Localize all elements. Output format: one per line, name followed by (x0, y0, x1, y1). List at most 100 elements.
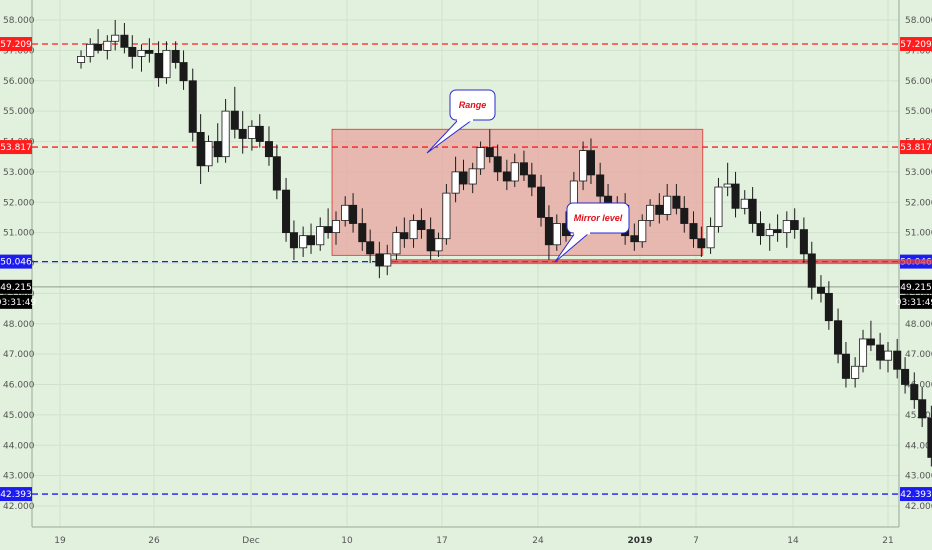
candle-down (502, 171, 511, 182)
y-tick-label-left: 49.000 (3, 289, 35, 299)
x-tick-label: 10 (341, 536, 353, 546)
candle-down (834, 320, 843, 355)
candle-down (910, 384, 919, 401)
candle-down (179, 62, 188, 82)
candle-up (103, 40, 112, 51)
callout-label: Mirror level (574, 213, 623, 223)
y-tick-label-left: 43.000 (3, 472, 35, 482)
range-box[interactable] (331, 128, 704, 256)
candle-down (459, 171, 468, 185)
candle-up (204, 141, 213, 167)
level-label-left: 50.046 (0, 258, 32, 268)
candle-down (596, 174, 605, 197)
candle-down (630, 235, 639, 243)
candle-down (230, 110, 239, 130)
candle-down (756, 223, 765, 237)
candle-up (782, 220, 791, 234)
candle-down (544, 217, 553, 246)
candle-up (706, 226, 715, 249)
candle-up (663, 195, 672, 215)
callout-joint (457, 118, 473, 122)
y-tick-label-right: 43.000 (905, 472, 932, 482)
y-tick-label-left: 58.000 (3, 16, 35, 26)
level-label-left: 57.209 (0, 40, 32, 50)
candle-down (264, 141, 273, 158)
candle-up (510, 162, 519, 182)
candle-down (672, 195, 681, 209)
y-tick-label-right: 44.000 (905, 441, 932, 451)
candle-up (579, 150, 588, 182)
candle-down (128, 46, 137, 57)
callout-pointer (426, 119, 473, 154)
candle-up (316, 226, 325, 246)
y-tick-label-right: 42.000 (905, 502, 932, 512)
y-tick-label-left: 56.000 (3, 77, 35, 87)
x-tick-label: 14 (787, 536, 799, 546)
x-tick-label: 2019 (627, 536, 652, 546)
countdown-tag-left (0, 294, 32, 309)
y-tick-label-right: 46.000 (905, 381, 932, 391)
candle-down (213, 141, 222, 158)
candle-down (537, 186, 546, 218)
candle-up (714, 186, 723, 227)
candle-down (366, 241, 375, 255)
y-tick-label-right: 51.000 (905, 229, 932, 239)
countdown-label-right: 03:31:49 (896, 298, 932, 308)
candle-down (375, 253, 384, 267)
y-tick-label-left: 53.000 (3, 168, 35, 178)
y-tick-label-left: 57.000 (3, 46, 35, 56)
candle-up (409, 220, 418, 240)
candle-down (527, 174, 536, 188)
y-tick-label-right: 53.000 (905, 168, 932, 178)
candle-down (188, 80, 197, 133)
callout-joint (574, 231, 590, 235)
candle-up (740, 198, 749, 209)
candle-up (392, 232, 401, 255)
y-tick-label-right: 57.000 (905, 46, 932, 56)
current-price-tag-right (900, 279, 932, 294)
y-tick-label-right: 49.000 (905, 289, 932, 299)
countdown-tag-right (900, 294, 932, 309)
candle-down (272, 156, 281, 191)
y-tick-label-right: 52.000 (905, 198, 932, 208)
candle-down (282, 189, 291, 234)
y-tick-label-left: 45.000 (3, 411, 35, 421)
candle-down (816, 286, 825, 294)
candle-up (299, 235, 308, 249)
candle-up (646, 204, 655, 221)
candle-up (383, 253, 392, 267)
candle-down (349, 204, 358, 224)
x-tick-label: 24 (532, 536, 544, 546)
callout-label: Range (459, 100, 487, 110)
y-tick-label-right: 55.000 (905, 107, 932, 117)
candle-down (918, 399, 927, 419)
candle-down (697, 238, 706, 249)
level-tag-left (0, 140, 32, 155)
candle-up (111, 34, 120, 42)
candle-down (493, 156, 502, 173)
candle-up (247, 125, 256, 139)
candle-up (434, 238, 443, 252)
x-tick-label: Dec (242, 536, 259, 546)
candle-down (901, 368, 910, 385)
candle-up (851, 365, 860, 379)
y-tick-label-left: 51.000 (3, 229, 35, 239)
candle-down (799, 229, 808, 255)
candle-down (689, 223, 698, 240)
x-tick-label: 17 (436, 536, 447, 546)
x-tick-label: 26 (148, 536, 160, 546)
candle-up (476, 147, 485, 170)
candle-up (638, 220, 647, 243)
candle-up (765, 229, 774, 237)
candle-down (893, 350, 902, 370)
candle-up (723, 183, 732, 188)
candle-up (552, 223, 561, 246)
candle-down (426, 229, 435, 252)
candle-down (196, 131, 205, 167)
callout-box[interactable] (566, 202, 630, 234)
candle-up (137, 49, 146, 57)
mirror-level-bar[interactable] (382, 259, 932, 265)
